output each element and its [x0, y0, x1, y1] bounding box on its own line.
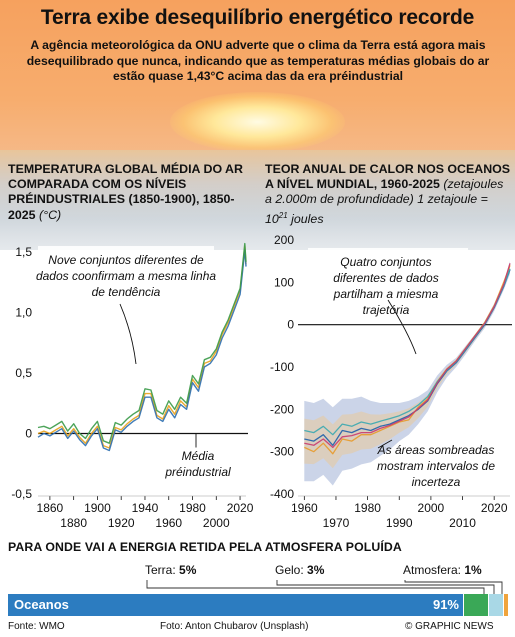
x-tick-label: 1960 — [291, 501, 318, 515]
annotation-top: dados coonfirmam a mesma linha — [36, 269, 216, 283]
oceans-label: Oceanos — [14, 597, 69, 612]
annotation-bottom: incerteza — [412, 475, 461, 489]
x-tick-label: 1900 — [84, 501, 111, 515]
annotation-top: partilham a miesma — [333, 287, 439, 301]
uncertainty-band-inner — [304, 264, 510, 469]
ice-segment — [488, 594, 503, 616]
series-line — [37, 245, 247, 449]
energy-share-bar: Oceanos 91% — [8, 594, 508, 616]
source-credit: Fonte: WMO — [8, 621, 65, 632]
copyright-credit: © GRAPHIC NEWS — [405, 621, 494, 632]
atmosphere-share-label: Atmosfera: 1% — [403, 563, 482, 577]
y-tick-label: 0,5 — [15, 366, 32, 380]
series-line — [37, 242, 247, 444]
share-connectors — [146, 580, 503, 594]
annotation-top: Nove conjuntos diferentes de — [48, 253, 204, 267]
x-tick-label: 2020 — [481, 501, 508, 515]
atmosphere-segment — [503, 594, 508, 616]
y-tick-label: 0 — [25, 427, 32, 441]
y-tick-label: -200 — [270, 402, 294, 416]
page-subtitle: A agência meteorológica da ONU adverte q… — [26, 38, 490, 83]
x-tick-label: 2020 — [227, 501, 254, 515]
annotation-baseline: préindustrial — [164, 465, 231, 479]
y-tick-label: 1,5 — [15, 245, 32, 259]
annotation-top: trajetória — [363, 303, 410, 317]
series-line — [37, 249, 247, 452]
annotation-top: de tendência — [92, 285, 161, 299]
annotation-bottom: mostram intervalos de — [377, 459, 495, 473]
annotation-top-bg — [38, 246, 214, 304]
annotation-bottom-leader — [377, 439, 393, 449]
x-tick-label: 1980 — [354, 501, 381, 515]
x-tick-label: 1960 — [155, 516, 182, 530]
annotation-bottom: As áreas sombreadas — [377, 443, 495, 457]
annotation-top: Quatro conjuntos — [340, 255, 431, 269]
photo-credit: Foto: Anton Chubarov (Unsplash) — [160, 621, 309, 632]
y-tick-label: -300 — [270, 445, 294, 459]
temperature-chart: 1,5 1,0 0,5 0 -0,5 1860 1900 1940 1980 2020 1880 19… — [11, 242, 254, 530]
x-tick-label: 2010 — [449, 516, 476, 530]
y-tick-label: -400 — [270, 487, 294, 501]
x-tick-label: 1990 — [386, 516, 413, 530]
x-tick-label: 2000 — [203, 516, 230, 530]
energy-section-title: PARA ONDE VAI A ENERGIA RETIDA PELA ATMO… — [8, 540, 402, 554]
x-tick-label: 1880 — [60, 516, 87, 530]
y-tick-label: 1,0 — [15, 306, 32, 320]
x-tick-label: 1970 — [323, 516, 350, 530]
annotation-top-bg — [308, 248, 468, 300]
annotation-top-leader — [119, 303, 137, 365]
left-panel-title: TEMPERATURA GLOBAL MÉDIA DO AR COMPARADA… — [8, 162, 243, 222]
header-photo — [0, 0, 515, 250]
x-tick-label: 1860 — [37, 501, 64, 515]
annotation-baseline: Média — [182, 449, 215, 463]
oceans-segment: Oceanos 91% — [8, 594, 463, 616]
oceans-value: 91% — [432, 597, 459, 612]
x-tick-label: 1920 — [108, 516, 135, 530]
y-tick-label: 100 — [274, 275, 294, 289]
annotation-top-leader — [387, 299, 417, 355]
land-share-label: Terra: 5% — [145, 563, 197, 577]
y-tick-label: -0,5 — [11, 487, 32, 501]
y-tick-label: 200 — [274, 233, 294, 247]
ice-share-label: Gelo: 3% — [275, 563, 325, 577]
sun-glow — [170, 92, 345, 152]
land-segment — [463, 594, 488, 616]
y-tick-label: 0 — [287, 318, 294, 332]
x-tick-label: 1940 — [132, 501, 159, 515]
y-tick-label: -100 — [270, 360, 294, 374]
x-tick-label: 1980 — [179, 501, 206, 515]
series-line — [304, 263, 511, 449]
annotation-top: diferentes de dados — [333, 271, 438, 285]
page-title: Terra exibe desequilíbrio energético rec… — [40, 6, 475, 29]
x-tick-label: 2000 — [418, 501, 445, 515]
right-panel-title: TEOR ANUAL DE CALOR NOS OCEANOS A NÍVEL … — [265, 162, 511, 226]
